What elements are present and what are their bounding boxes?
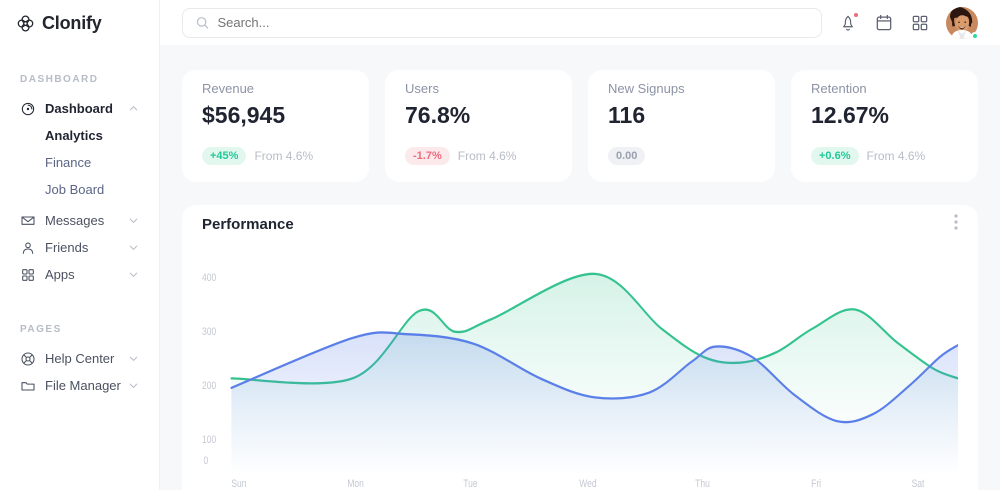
svg-text:Thu: Thu [695,478,710,490]
svg-text:Sat: Sat [912,478,925,490]
svg-text:Wed: Wed [579,478,596,490]
svg-text:100: 100 [202,434,217,446]
svg-text:Mon: Mon [347,478,364,490]
svg-text:Tue: Tue [463,478,478,490]
svg-text:0: 0 [204,455,209,467]
svg-text:400: 400 [202,272,217,284]
svg-text:200: 200 [202,380,217,392]
svg-text:300: 300 [202,326,217,338]
svg-text:Sun: Sun [231,478,246,490]
svg-text:Fri: Fri [811,478,821,490]
